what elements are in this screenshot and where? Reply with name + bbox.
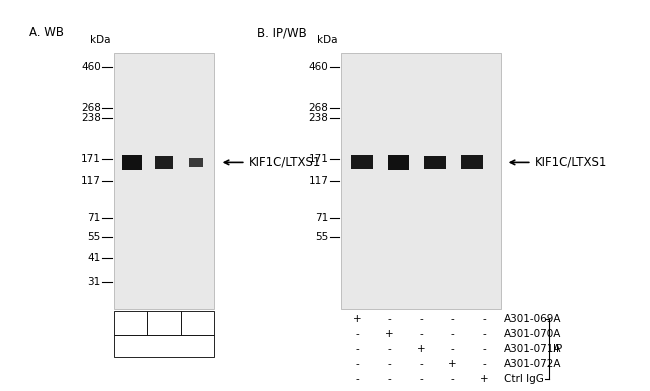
Text: 268: 268 [81, 103, 101, 113]
Text: A. WB: A. WB [29, 26, 64, 39]
Text: A301-069A: A301-069A [504, 314, 561, 325]
Text: kDa: kDa [317, 35, 338, 45]
Text: +: + [353, 314, 361, 325]
Text: -: - [419, 359, 422, 369]
Text: -: - [483, 314, 486, 325]
Bar [388, 155, 410, 170]
Text: -: - [356, 359, 359, 369]
Text: -: - [387, 359, 391, 369]
Text: A301-072A: A301-072A [504, 359, 561, 369]
Bar [189, 158, 203, 167]
Text: 238: 238 [81, 113, 101, 123]
Text: kDa: kDa [90, 35, 110, 45]
Bar [181, 311, 214, 335]
Text: -: - [451, 344, 454, 354]
Text: -: - [483, 329, 486, 339]
Bar [114, 311, 148, 335]
Text: +: + [385, 329, 393, 339]
Text: +: + [417, 344, 425, 354]
Text: 117: 117 [308, 176, 328, 186]
Text: 460: 460 [309, 62, 328, 72]
Text: -: - [356, 374, 359, 384]
Text: 50: 50 [124, 318, 137, 328]
Text: 5: 5 [194, 318, 201, 328]
Text: -: - [387, 314, 391, 325]
Text: 171: 171 [308, 154, 328, 164]
Text: 238: 238 [308, 113, 328, 123]
Text: -: - [483, 344, 486, 354]
Bar [114, 53, 214, 309]
Bar [461, 155, 482, 169]
Bar [122, 155, 142, 170]
Text: 41: 41 [88, 253, 101, 263]
Bar [424, 156, 446, 169]
Text: -: - [419, 329, 422, 339]
Text: 31: 31 [88, 277, 101, 287]
Text: -: - [451, 329, 454, 339]
Text: Ctrl IgG: Ctrl IgG [504, 374, 543, 384]
Text: A301-070A: A301-070A [504, 329, 561, 339]
Text: 15: 15 [157, 318, 171, 328]
Text: 55: 55 [88, 232, 101, 242]
Text: -: - [387, 374, 391, 384]
Text: 117: 117 [81, 176, 101, 186]
Text: IP: IP [553, 344, 562, 354]
Text: HeLa: HeLa [151, 341, 177, 351]
Text: +: + [480, 374, 489, 384]
Text: 268: 268 [308, 103, 328, 113]
Text: 171: 171 [81, 154, 101, 164]
Text: -: - [356, 329, 359, 339]
Text: -: - [451, 314, 454, 325]
Bar [114, 335, 214, 357]
Text: KIF1C/LTXS1: KIF1C/LTXS1 [535, 156, 607, 169]
Text: 55: 55 [315, 232, 328, 242]
Text: A301-071A: A301-071A [504, 344, 561, 354]
Text: -: - [356, 344, 359, 354]
Text: -: - [419, 314, 422, 325]
Text: 71: 71 [88, 213, 101, 223]
Bar [341, 53, 500, 309]
Text: 460: 460 [81, 62, 101, 72]
Text: KIF1C/LTXS1: KIF1C/LTXS1 [249, 156, 321, 169]
Bar [351, 155, 372, 169]
Text: -: - [387, 344, 391, 354]
Text: 71: 71 [315, 213, 328, 223]
Bar [148, 311, 181, 335]
Text: +: + [448, 359, 457, 369]
Bar [155, 156, 173, 169]
Text: -: - [419, 374, 422, 384]
Text: B. IP/WB: B. IP/WB [257, 26, 307, 39]
Text: -: - [483, 359, 486, 369]
Text: -: - [451, 374, 454, 384]
